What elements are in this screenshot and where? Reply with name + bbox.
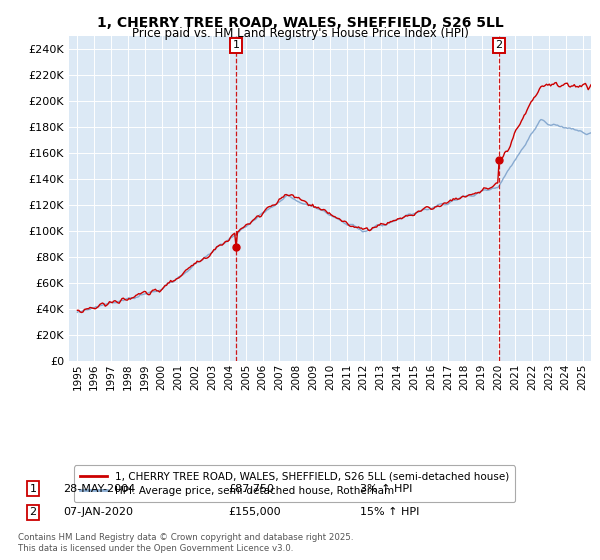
Legend: 1, CHERRY TREE ROAD, WALES, SHEFFIELD, S26 5LL (semi-detached house), HPI: Avera: 1, CHERRY TREE ROAD, WALES, SHEFFIELD, S… (74, 465, 515, 502)
Text: £155,000: £155,000 (228, 507, 281, 517)
Text: £87,750: £87,750 (228, 484, 274, 494)
Text: 1: 1 (29, 484, 37, 494)
Text: 2: 2 (29, 507, 37, 517)
Text: Price paid vs. HM Land Registry's House Price Index (HPI): Price paid vs. HM Land Registry's House … (131, 27, 469, 40)
Text: 1: 1 (232, 40, 239, 50)
Text: 1, CHERRY TREE ROAD, WALES, SHEFFIELD, S26 5LL: 1, CHERRY TREE ROAD, WALES, SHEFFIELD, S… (97, 16, 503, 30)
Text: 07-JAN-2020: 07-JAN-2020 (63, 507, 133, 517)
Text: Contains HM Land Registry data © Crown copyright and database right 2025.
This d: Contains HM Land Registry data © Crown c… (18, 533, 353, 553)
Text: 2: 2 (496, 40, 502, 50)
Text: 15% ↑ HPI: 15% ↑ HPI (360, 507, 419, 517)
Text: 28-MAY-2004: 28-MAY-2004 (63, 484, 135, 494)
Text: 3% ↑ HPI: 3% ↑ HPI (360, 484, 412, 494)
